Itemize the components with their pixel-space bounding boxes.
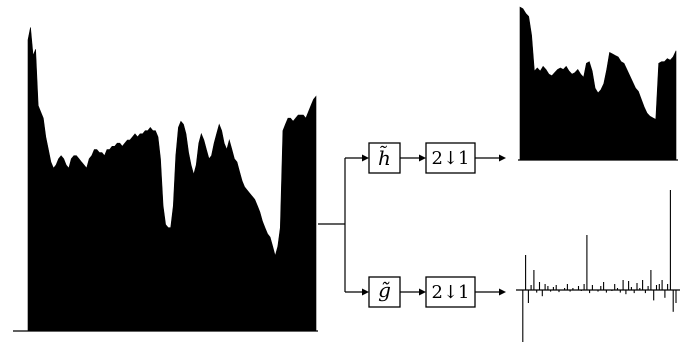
downsample-bottom-box bbox=[425, 276, 476, 308]
highpass-filter-box bbox=[368, 276, 401, 308]
arrow-to-approximation bbox=[499, 154, 506, 162]
detail-signal-stems bbox=[522, 190, 677, 342]
downsample-top-box bbox=[425, 142, 476, 174]
arrowheads bbox=[362, 154, 506, 296]
lowpass-filter-label: h̃ bbox=[378, 146, 391, 170]
downsample-top-block: 2↓1 bbox=[425, 142, 476, 174]
arrow-into-downsample-bottom bbox=[419, 288, 426, 296]
downsample-bottom-label: 2↓1 bbox=[432, 282, 470, 303]
arrow-into-lowpass bbox=[362, 154, 369, 162]
lowpass-filter-block: h̃ bbox=[368, 142, 401, 174]
downsample-top-label: 2↓1 bbox=[432, 148, 470, 169]
input-signal-plot bbox=[13, 27, 318, 332]
approximation-signal-waveform bbox=[519, 6, 677, 161]
lowpass-filter-box bbox=[368, 142, 401, 174]
arrow-to-detail bbox=[499, 288, 506, 296]
highpass-filter-block: g̃ bbox=[368, 276, 401, 308]
signal-flow-lines bbox=[318, 157, 500, 293]
detail-signal-plot bbox=[516, 190, 680, 342]
arrow-into-highpass bbox=[362, 288, 369, 296]
approximation-signal-plot bbox=[518, 6, 678, 161]
input-signal-waveform bbox=[27, 27, 317, 332]
arrow-into-downsample-top bbox=[419, 154, 426, 162]
downsample-bottom-block: 2↓1 bbox=[425, 276, 476, 308]
highpass-filter-label: g̃ bbox=[378, 278, 391, 302]
